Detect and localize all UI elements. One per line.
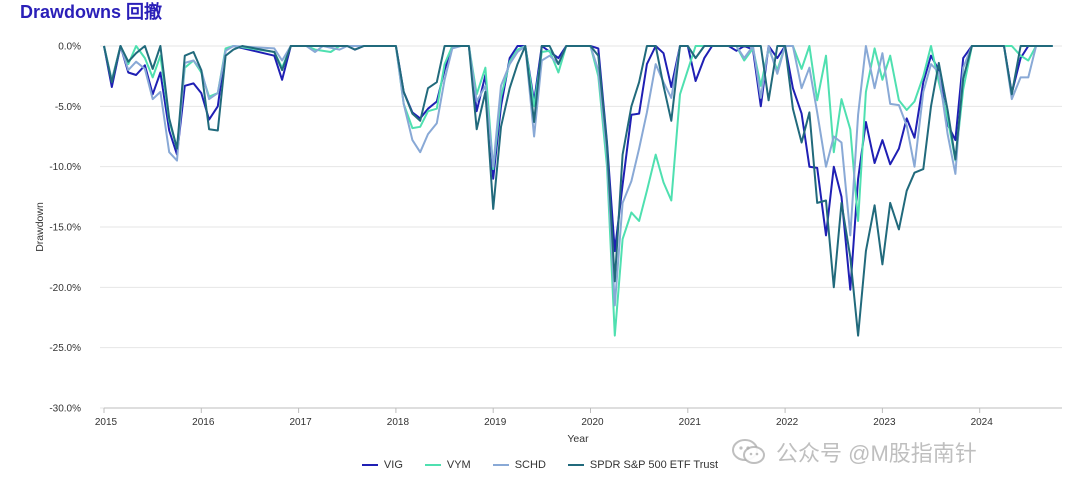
y-tick-label: -5.0% xyxy=(55,102,81,113)
watermark-text: 公众号 @M股指南针 xyxy=(776,441,977,466)
x-tick-label: 2015 xyxy=(95,417,118,428)
series-line-schd xyxy=(103,45,1053,307)
legend-label: SPDR S&P 500 ETF Trust xyxy=(589,459,719,471)
x-tick-label: 2019 xyxy=(484,417,507,428)
y-tick-label: -20.0% xyxy=(49,283,81,294)
y-tick-label: -15.0% xyxy=(49,223,81,234)
legend-label: VIG xyxy=(383,459,403,471)
legend-item[interactable]: SPDR S&P 500 ETF Trust xyxy=(567,459,719,471)
x-tick-label: 2022 xyxy=(776,417,799,428)
series-lines xyxy=(103,45,1053,337)
x-tick-label: 2024 xyxy=(971,417,994,428)
chart-title: Drawdowns 回撤 xyxy=(20,2,163,22)
x-tick-label: 2020 xyxy=(581,417,604,428)
series-line-vig xyxy=(103,45,1053,291)
y-tick-label: 0.0% xyxy=(58,42,81,53)
legend-swatch xyxy=(361,464,378,466)
series-line-spdr-s-p-500-etf-trust xyxy=(103,45,1053,337)
y-tick-label: -10.0% xyxy=(49,162,81,173)
y-tick-labels: 0.0% -5.0% -10.0% -15.0% -20.0% -25.0% -30.0% xyxy=(49,42,81,415)
x-tick-label: 2016 xyxy=(192,417,215,428)
legend-swatch xyxy=(424,464,441,466)
series-line-vym xyxy=(103,45,1053,337)
legend-item[interactable]: VYM xyxy=(424,459,471,471)
grid-lines xyxy=(100,45,1062,413)
x-tick-label: 2021 xyxy=(679,417,702,428)
legend-item[interactable]: SCHD xyxy=(492,459,546,471)
x-tick-label: 2018 xyxy=(387,417,410,428)
wechat-icon xyxy=(732,439,765,464)
y-axis-title: Drawdown xyxy=(34,202,46,252)
x-tick-label: 2017 xyxy=(289,417,312,428)
y-tick-label: -25.0% xyxy=(49,343,81,354)
x-tick-labels: 2015 2016 2017 2018 2019 2020 2021 2022 2023 2024 xyxy=(95,417,993,428)
watermark: 公众号 @M股指南针 xyxy=(732,436,977,468)
chart-legend: VIG VYM SCHD SPDR S&P 500 ETF Trust xyxy=(0,459,1080,471)
x-axis-title: Year xyxy=(567,433,589,445)
legend-label: VYM xyxy=(446,459,471,471)
legend-item[interactable]: VIG xyxy=(361,459,403,471)
x-tick-label: 2023 xyxy=(873,417,896,428)
legend-swatch xyxy=(492,464,509,466)
y-tick-label: -30.0% xyxy=(49,404,81,415)
legend-label: SCHD xyxy=(514,459,546,471)
legend-swatch xyxy=(567,464,584,466)
